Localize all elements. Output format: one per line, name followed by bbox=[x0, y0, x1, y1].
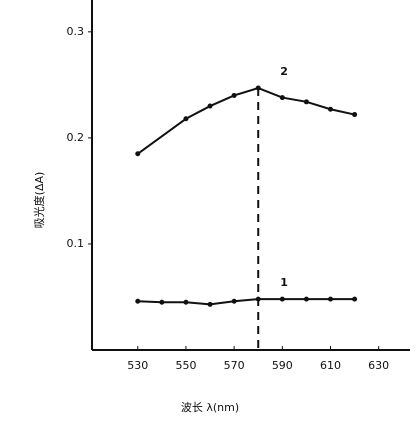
data-point bbox=[159, 299, 165, 305]
data-point bbox=[207, 103, 213, 109]
y-tick-label: 0.3 bbox=[67, 25, 85, 38]
series-label: 2 bbox=[280, 65, 288, 78]
x-tick-label: 570 bbox=[224, 359, 245, 372]
data-point bbox=[328, 296, 333, 302]
data-point bbox=[352, 296, 358, 302]
data-point bbox=[328, 106, 333, 112]
data-point bbox=[303, 296, 309, 302]
data-point bbox=[135, 151, 141, 157]
series-line bbox=[137, 298, 355, 306]
data-point bbox=[279, 95, 285, 101]
data-point bbox=[352, 112, 358, 118]
data-point bbox=[135, 298, 141, 304]
y-axis-label: 吸光度(ΔA) bbox=[32, 172, 46, 229]
x-tick-label: 630 bbox=[368, 359, 389, 372]
series-line bbox=[137, 86, 355, 155]
data-point bbox=[207, 301, 213, 307]
data-point bbox=[231, 92, 237, 98]
y-tick-label: 0.1 bbox=[67, 237, 85, 250]
x-tick-label: 530 bbox=[127, 359, 148, 372]
x-tick-label: 590 bbox=[272, 359, 293, 372]
data-point bbox=[183, 116, 189, 122]
data-point bbox=[231, 298, 237, 304]
data-point bbox=[183, 299, 189, 305]
x-tick-label: 550 bbox=[175, 359, 196, 372]
x-axis-label: 波长 λ(nm) bbox=[181, 401, 239, 414]
data-point bbox=[303, 99, 309, 105]
y-tick-label: 0.2 bbox=[67, 131, 85, 144]
x-tick-label: 610 bbox=[320, 359, 341, 372]
series-label: 1 bbox=[280, 276, 288, 289]
data-point bbox=[279, 296, 285, 302]
